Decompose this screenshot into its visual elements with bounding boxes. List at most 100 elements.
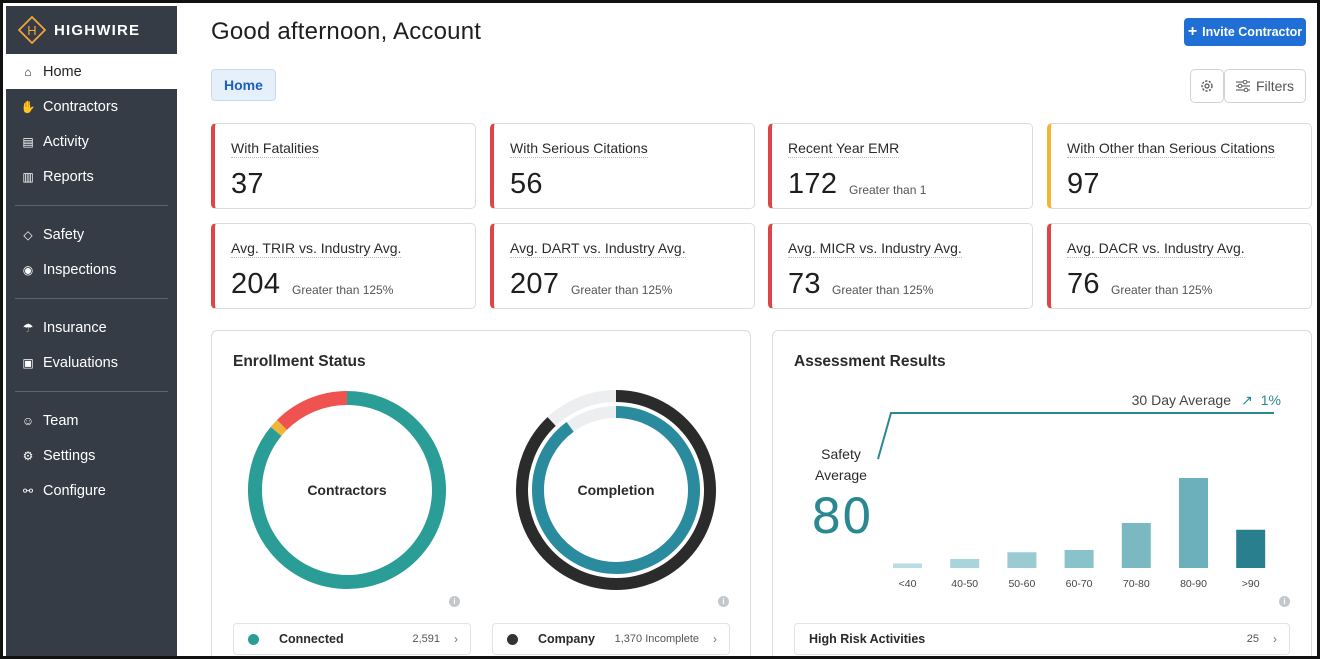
sidebar-item-label: Evaluations	[43, 354, 118, 371]
assessment-results-panel: Assessment Results 30 Day Average ↗ 1% S…	[772, 330, 1312, 656]
sidebar-item-label: Contractors	[43, 98, 118, 115]
sidebar-item-safety[interactable]: ◇ Safety	[6, 217, 177, 252]
bar-2[interactable]	[1007, 552, 1037, 568]
home-icon: ⌂	[24, 64, 32, 79]
stat-card[interactable]: With Other than Serious Citations 97	[1047, 123, 1312, 209]
completion-ring-label: Completion	[578, 482, 655, 498]
sidebar-item-label: Reports	[43, 168, 94, 185]
shield-icon: ◇	[23, 227, 33, 242]
sidebar-item-label: Configure	[43, 482, 106, 499]
bar-category-label: 70-80	[1123, 578, 1150, 590]
filters-button[interactable]: Filters	[1224, 69, 1306, 103]
settings-button[interactable]	[1190, 69, 1224, 103]
stat-card[interactable]: Avg. DART vs. Industry Avg. 207 Greater th…	[490, 223, 755, 309]
high-risk-activities-row[interactable]: High Risk Activities 25 ›	[794, 623, 1290, 655]
sidebar-item-reports[interactable]: ▥ Reports	[6, 159, 177, 194]
bar-category-label: >90	[1242, 578, 1260, 590]
stat-card-value: 204	[231, 268, 281, 300]
sidebar-item-inspections[interactable]: ◉ Inspections	[6, 252, 177, 287]
sidebar-item-insurance[interactable]: ☂ Insurance	[6, 310, 177, 345]
brand-name: HIGHWIRE	[54, 21, 141, 39]
assessment-results-title: Assessment Results	[794, 353, 946, 370]
stat-card[interactable]: Avg. TRIR vs. Industry Avg. 204 Greater th…	[211, 223, 476, 309]
stat-card-value: 172	[788, 168, 838, 200]
thirty-day-average-trend: ↗ 1%	[1241, 392, 1281, 409]
invite-contractor-button[interactable]: + Invite Contractor	[1184, 18, 1306, 46]
sidebar: H HIGHWIRE ⌂ Home ✋ Contractors ▤ Activity ▥ Re…	[6, 6, 177, 656]
high-risk-activities-value: 25	[1246, 633, 1259, 645]
contractors-ring-segment	[248, 391, 446, 589]
invite-contractor-label: Invite Contractor	[1202, 25, 1303, 39]
bar-5[interactable]	[1179, 478, 1208, 568]
trend-up-icon: ↗	[1241, 392, 1253, 408]
enrollment-status-title: Enrollment Status	[233, 353, 366, 370]
chevron-right-icon: ›	[1273, 632, 1277, 646]
stat-card-title: With Other than Serious Citations	[1067, 140, 1275, 158]
contractors-ring-segment	[276, 391, 348, 431]
stat-card-title: With Serious Citations	[510, 140, 648, 158]
stat-card-subtitle: Greater than 125%	[571, 283, 673, 297]
trend-value: 1%	[1260, 392, 1281, 408]
brand[interactable]: H HIGHWIRE	[6, 6, 177, 54]
stat-card[interactable]: Avg. DACR vs. Industry Avg. 76 Greater tha…	[1047, 223, 1312, 309]
legend-row-company[interactable]: Company 1,370 Incomplete ›	[492, 623, 730, 655]
page-title: Good afternoon, Account	[211, 18, 482, 45]
high-risk-activities-label: High Risk Activities	[809, 632, 926, 646]
completion-info-icon[interactable]: i	[718, 596, 729, 607]
bar-6[interactable]	[1236, 529, 1266, 568]
stat-card-value: 97	[1067, 168, 1100, 200]
sidebar-item-evaluations[interactable]: ▣ Evaluations	[6, 345, 177, 380]
bar-category-label: 40-50	[951, 578, 978, 590]
breadcrumb-home[interactable]: Home	[211, 69, 276, 101]
sidebar-item-label: Home	[43, 63, 82, 80]
stat-card-value: 37	[231, 168, 264, 200]
sidebar-item-team[interactable]: ☺ Team	[6, 403, 177, 438]
stat-card[interactable]: Recent Year EMR 172 Greater than 1	[768, 123, 1033, 209]
handshake-icon: ✋	[20, 99, 36, 114]
safety-average-label: Safety Average	[815, 446, 867, 483]
filters-label: Filters	[1255, 78, 1295, 94]
thirty-day-average-line	[877, 412, 1274, 460]
bar-1[interactable]	[950, 559, 980, 568]
nav-divider	[15, 391, 168, 392]
highwire-logo-icon: H	[18, 16, 46, 44]
sliders-icon	[1235, 80, 1250, 92]
enrollment-donuts: Contractors Completion	[248, 390, 716, 590]
bar-3[interactable]	[1064, 550, 1094, 568]
sidebar-item-label: Activity	[43, 133, 89, 150]
stat-card-value: 207	[510, 268, 560, 300]
plus-icon: +	[1187, 23, 1198, 40]
assessment-info-icon[interactable]: i	[1279, 596, 1290, 607]
legend-dot	[248, 633, 259, 645]
sidebar-item-activity[interactable]: ▤ Activity	[6, 124, 177, 159]
nav-list: ⌂ Home ✋ Contractors ▤ Activity ▥ Reports ◇ Safet…	[6, 54, 177, 508]
completion-outer-ring	[516, 390, 716, 590]
bar-4[interactable]	[1121, 523, 1151, 568]
sidebar-item-home[interactable]: ⌂ Home	[6, 54, 177, 89]
bar-chart-icon: ▥	[22, 169, 34, 184]
sidebar-item-contractors[interactable]: ✋ Contractors	[6, 89, 177, 124]
stat-card-value: 73	[788, 268, 821, 300]
bar-category-label: 60-70	[1066, 578, 1093, 590]
clipboard-icon: ▣	[22, 355, 34, 370]
enrollment-status-panel: Enrollment Status Contractors Completion …	[211, 330, 751, 656]
completion-inner-ring	[532, 406, 700, 574]
stat-card-value: 56	[510, 168, 543, 200]
stat-card[interactable]: With Fatalities 37	[211, 123, 476, 209]
eye-icon: ◉	[22, 262, 34, 277]
sidebar-item-configure[interactable]: ⚯ Configure	[6, 473, 177, 508]
stat-card[interactable]: Avg. MICR vs. Industry Avg. 73 Greater tha…	[768, 223, 1033, 309]
stat-card-title: With Fatalities	[231, 140, 319, 158]
stat-card[interactable]: With Serious Citations 56	[490, 123, 755, 209]
configure-icon: ⚯	[22, 483, 34, 498]
legend-label: Connected	[279, 632, 344, 646]
contractors-ring-segment	[270, 419, 287, 436]
legend-row-connected[interactable]: Connected 2,591 ›	[233, 623, 471, 655]
bar-0[interactable]	[893, 563, 922, 569]
sidebar-item-settings[interactable]: ⚙ Settings	[6, 438, 177, 473]
stat-card-subtitle: Greater than 125%	[832, 283, 934, 297]
contractors-info-icon[interactable]: i	[449, 596, 460, 607]
svg-text:H: H	[27, 23, 36, 38]
stat-card-title: Avg. DART vs. Industry Avg.	[510, 240, 686, 258]
